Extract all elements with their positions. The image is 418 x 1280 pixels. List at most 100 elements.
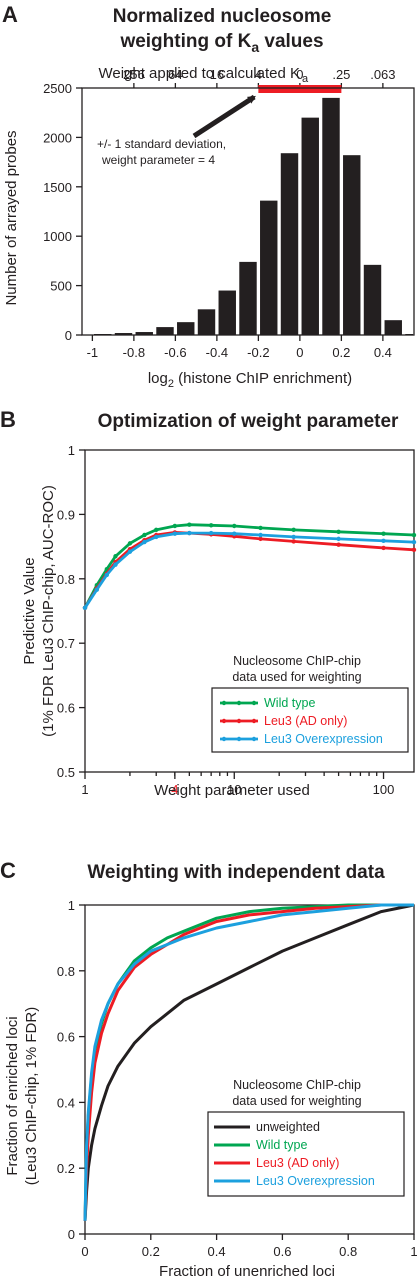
histogram-bar	[280, 153, 299, 335]
histogram-bar	[260, 200, 278, 335]
series-line	[83, 531, 415, 609]
legend-label: Wild type	[256, 1138, 307, 1152]
y-tick-label: 1500	[43, 180, 72, 195]
legend-point	[221, 736, 227, 742]
series-point	[336, 529, 341, 534]
x-tick-label: 1	[410, 1244, 417, 1259]
x-tick-label: -0.8	[123, 345, 145, 360]
y-tick-label: 0.7	[57, 636, 75, 651]
series-point	[208, 523, 214, 528]
series-point	[127, 549, 133, 554]
x-tick-label: 10	[227, 782, 241, 797]
histogram-bar	[218, 290, 236, 335]
series-line	[83, 903, 415, 1221]
series-point	[336, 542, 341, 547]
series-point	[94, 587, 100, 592]
x-tick-label: -0.4	[206, 345, 228, 360]
annotation-line1: +/- 1 standard deviation,	[97, 137, 226, 151]
panel-c-legend: unweighted Wild type Leu3 (AD only) Leu3 Ov…	[207, 1111, 405, 1197]
histogram-bar	[177, 322, 195, 335]
series-point	[127, 541, 133, 546]
panel-c: C Weighting with independent data 0 0.2 0.…	[0, 858, 418, 1280]
y-tick-label: 0.2	[57, 1161, 75, 1176]
series-point	[291, 527, 296, 533]
series-point	[336, 536, 341, 542]
series-point	[208, 530, 214, 536]
series-point	[232, 531, 237, 536]
panel-c-ylabel-line2: (Leu3 ChIP-chip, 1% FDR)	[23, 1007, 40, 1185]
legend-label: Leu3 Overexpression	[264, 732, 383, 746]
y-tick-label: 0.6	[57, 701, 75, 716]
histogram-bar	[322, 97, 340, 335]
top-tick-label: 16	[210, 67, 224, 82]
panel-a: A Normalized nucleosome weighting of Ka …	[2, 2, 415, 390]
sd-arrow	[192, 94, 256, 139]
x-tick-label: -0.2	[247, 345, 269, 360]
series-point	[291, 539, 296, 544]
histogram-bar	[197, 309, 216, 335]
panel-a-frame	[81, 87, 415, 336]
x-tick-label: 4	[171, 782, 178, 797]
series-point	[172, 523, 178, 529]
legend-point	[221, 718, 227, 724]
series-point	[104, 572, 110, 578]
x-tick-label: 0.6	[273, 1244, 291, 1259]
x-tick-label: -1	[87, 345, 99, 360]
series-point	[411, 547, 417, 553]
histogram-bar	[156, 327, 174, 335]
y-tick-label: 0	[65, 328, 72, 343]
y-tick-label: 2000	[43, 130, 72, 145]
series-point	[411, 532, 417, 538]
x-tick-label: 1	[81, 782, 88, 797]
panel-a-xlabel: log2 (histone ChIP enrichment)	[148, 370, 352, 390]
top-tick-label: 0	[296, 67, 303, 82]
panel-b: B Optimization of weight parameter 0.50.…	[0, 407, 417, 799]
legend-label: Leu3 (AD only)	[256, 1156, 339, 1170]
panel-a-title-line2: weighting of Ka values	[119, 31, 323, 55]
series-point	[232, 523, 237, 529]
y-tick-label: 0	[68, 1227, 75, 1242]
x-tick-label: 0.2	[142, 1244, 160, 1259]
panel-b-xlabel: Weight parameter used	[154, 782, 310, 799]
series-point	[258, 525, 263, 531]
x-tick-label: -0.6	[164, 345, 186, 360]
y-tick-label: 2500	[43, 81, 72, 96]
panel-c-legend-head-line1: Nucleosome ChIP-chip	[233, 1078, 361, 1092]
panel-letter-a: A	[2, 2, 18, 27]
panel-b-ylabel-line2: (1% FDR Leu3 ChIP-chip, AUC-ROC)	[40, 485, 57, 737]
panel-b-title: Optimization of weight parameter	[98, 411, 399, 432]
legend-point	[236, 736, 242, 742]
series-point	[113, 562, 118, 567]
series-point	[411, 539, 417, 545]
x-tick-label: 0	[296, 345, 303, 360]
panel-b-lines	[82, 522, 417, 610]
series-point	[154, 534, 159, 540]
panel-b-ylabel-line1: Predictive Value	[21, 557, 38, 664]
y-tick-label: 1000	[43, 229, 72, 244]
panel-b-legend-head-line2: data used for weighting	[232, 670, 361, 684]
x-tick-label: 0.4	[374, 345, 392, 360]
legend-label: Wild type	[264, 696, 315, 710]
panel-c-lines	[83, 903, 415, 1221]
series-point	[291, 534, 296, 540]
top-tick-label: .25	[332, 67, 350, 82]
y-tick-label: 0.6	[57, 1030, 75, 1045]
panel-a-title-line1: Normalized nucleosome	[113, 6, 332, 27]
series-point	[154, 527, 159, 533]
legend-label: Leu3 (AD only)	[264, 714, 347, 728]
series-point	[187, 522, 192, 527]
legend-point	[251, 736, 257, 742]
series-point	[172, 531, 178, 536]
y-tick-label: 1	[68, 443, 75, 458]
legend-label: unweighted	[256, 1120, 320, 1134]
histogram-bar	[363, 264, 382, 335]
panel-a-axes: 0 500 1000 1500 2000 2500 -1 -0.8 -0.6 -0.4 -0.2 0 0…	[43, 81, 415, 360]
y-tick-label: 0.9	[57, 507, 75, 522]
x-tick-label: 0.4	[208, 1244, 226, 1259]
series-line	[83, 903, 414, 1221]
panel-b-legend-head-line1: Nucleosome ChIP-chip	[233, 654, 361, 668]
panel-letter-b: B	[0, 407, 16, 432]
top-tick-label: 64	[168, 67, 182, 82]
legend-point	[236, 700, 242, 706]
histogram-bar	[135, 332, 153, 335]
